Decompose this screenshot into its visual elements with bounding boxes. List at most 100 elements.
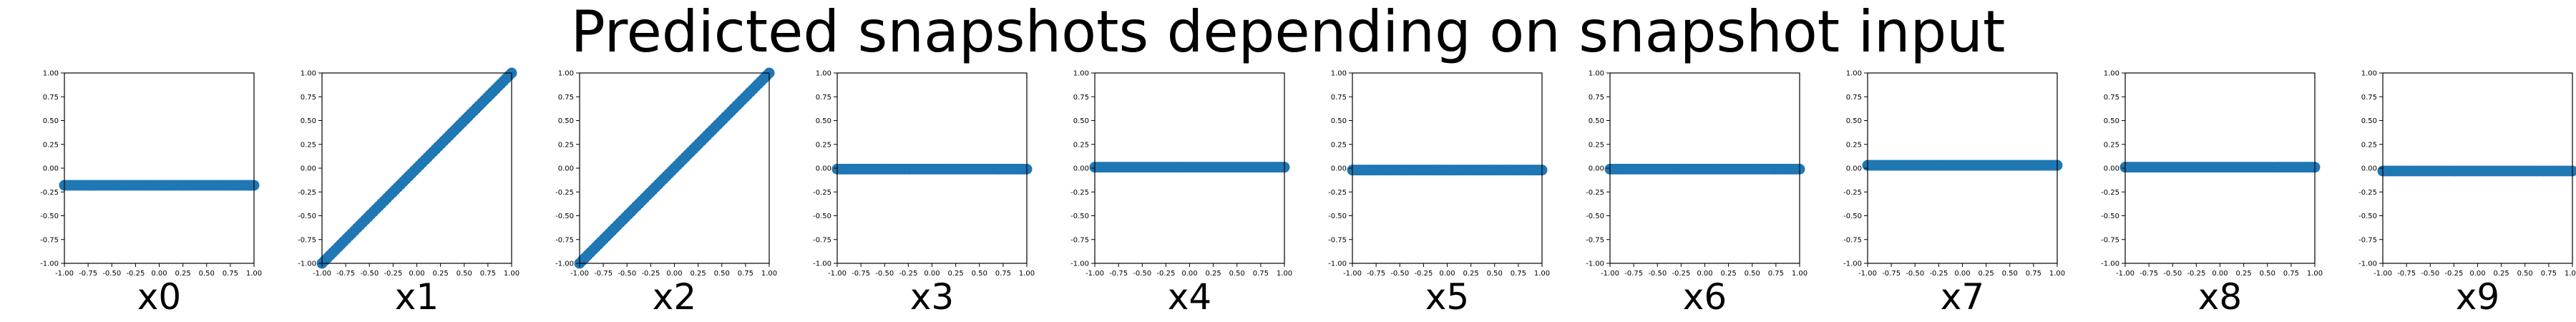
x-tick-label-5: 0.25 <box>1463 270 1478 278</box>
x-tick-label-6: 0.75 <box>1768 270 1784 278</box>
y-tick-label-4: -1.00 <box>1070 260 1089 268</box>
x-tick-label-0: -0.75 <box>79 270 97 278</box>
x-tick-label-5: -1.00 <box>1343 270 1362 278</box>
y-tick-label-8: 0.25 <box>2104 141 2119 149</box>
y-tick-label-7: -0.25 <box>1843 189 1862 197</box>
y-tick-label-1: 0.00 <box>301 165 316 173</box>
y-tick-label-1: -0.75 <box>298 236 316 244</box>
x-tick-label-7: 0.00 <box>1954 270 1970 278</box>
x-tick-label-4: 0.75 <box>1253 270 1269 278</box>
x-tick-label-2: 0.00 <box>666 270 682 278</box>
y-tick-label-2: 1.00 <box>558 70 574 78</box>
x-axis-label-3: x3 <box>910 276 954 318</box>
y-tick-label-8: 0.50 <box>2104 117 2119 125</box>
y-tick-label-3: 0.50 <box>816 117 831 125</box>
x-tick-label-3: -0.50 <box>875 270 894 278</box>
x-tick-label-8: -0.50 <box>2163 270 2182 278</box>
y-tick-label-9: -1.00 <box>2358 260 2377 268</box>
x-tick-label-3: 0.50 <box>972 270 987 278</box>
y-tick-label-4: 0.75 <box>1073 94 1089 102</box>
x-tick-label-9: 1.00 <box>2565 270 2576 278</box>
y-tick-label-7: -0.50 <box>1843 213 1862 220</box>
x-tick-label-6: -0.50 <box>1648 270 1667 278</box>
y-tick-label-6: -1.00 <box>1586 260 1604 268</box>
x-tick-label-7: -0.50 <box>1906 270 1924 278</box>
x-tick-label-9: 0.00 <box>2469 270 2485 278</box>
x-axis-label-9: x9 <box>2456 276 2499 318</box>
y-tick-label-5: -0.25 <box>1328 189 1347 197</box>
plot-area-0 <box>64 73 254 263</box>
x-tick-label-4: -0.50 <box>1133 270 1151 278</box>
x-tick-label-2: -0.50 <box>618 270 636 278</box>
x-tick-label-3: 0.00 <box>924 270 940 278</box>
y-tick-label-3: 0.00 <box>816 165 831 173</box>
x-tick-label-6: -1.00 <box>1601 270 1619 278</box>
y-tick-label-6: -0.25 <box>1586 189 1604 197</box>
y-tick-label-6: -0.50 <box>1586 213 1604 220</box>
x-tick-label-6: 1.00 <box>1792 270 1807 278</box>
x-tick-label-1: -0.25 <box>384 270 402 278</box>
x-tick-label-1: 1.00 <box>504 270 519 278</box>
x-tick-label-1: 0.75 <box>480 270 496 278</box>
y-tick-label-2: 0.75 <box>558 94 574 102</box>
y-tick-label-0: -1.00 <box>40 260 59 268</box>
x-tick-label-5: 0.00 <box>1439 270 1455 278</box>
y-tick-label-8: 0.00 <box>2104 165 2119 173</box>
y-tick-label-0: 0.50 <box>43 117 59 125</box>
x-tick-label-3: -0.25 <box>899 270 917 278</box>
y-tick-label-8: 1.00 <box>2104 70 2119 78</box>
y-tick-label-2: -0.50 <box>555 213 574 220</box>
x-tick-label-5: 1.00 <box>1534 270 1550 278</box>
x-tick-label-2: 0.75 <box>738 270 753 278</box>
y-tick-label-5: -1.00 <box>1328 260 1347 268</box>
x-axis-label-4: x4 <box>1168 276 1211 318</box>
y-tick-label-5: 0.25 <box>1331 141 1347 149</box>
y-tick-label-1: 0.50 <box>301 117 316 125</box>
x-tick-label-0: 0.50 <box>199 270 215 278</box>
y-tick-label-3: -1.00 <box>813 260 831 268</box>
x-tick-label-9: -0.50 <box>2421 270 2439 278</box>
y-tick-label-3: 0.75 <box>816 94 831 102</box>
y-tick-label-9: -0.75 <box>2358 236 2377 244</box>
x-tick-label-5: 0.75 <box>1511 270 1526 278</box>
y-tick-label-1: -0.25 <box>298 189 316 197</box>
y-tick-label-8: -0.25 <box>2101 189 2119 197</box>
x-axis-label-1: x1 <box>395 276 439 318</box>
y-tick-label-2: 0.50 <box>558 117 574 125</box>
x-tick-label-9: 0.25 <box>2493 270 2509 278</box>
y-tick-label-5: 1.00 <box>1331 70 1347 78</box>
y-tick-label-9: -0.25 <box>2358 189 2377 197</box>
x-tick-label-2: 1.00 <box>761 270 777 278</box>
y-tick-label-6: 0.50 <box>1589 117 1604 125</box>
x-tick-label-5: -0.25 <box>1414 270 1433 278</box>
x-axis-label-2: x2 <box>653 276 696 318</box>
x-tick-label-0: 0.25 <box>175 270 190 278</box>
y-tick-label-2: -1.00 <box>555 260 574 268</box>
x-tick-label-5: -0.75 <box>1367 270 1385 278</box>
y-tick-label-9: -0.50 <box>2358 213 2377 220</box>
y-tick-label-1: -0.50 <box>298 213 316 220</box>
x-tick-label-9: -0.75 <box>2397 270 2416 278</box>
y-tick-label-9: 0.25 <box>2361 141 2377 149</box>
x-tick-label-4: 0.50 <box>1229 270 1245 278</box>
x-tick-label-0: 1.00 <box>246 270 262 278</box>
y-tick-label-1: 0.25 <box>301 141 316 149</box>
x-tick-label-4: -0.25 <box>1156 270 1175 278</box>
x-tick-label-7: 0.25 <box>1978 270 1994 278</box>
y-tick-label-6: 0.75 <box>1589 94 1604 102</box>
y-tick-label-8: -0.75 <box>2101 236 2119 244</box>
y-tick-label-4: -0.75 <box>1070 236 1089 244</box>
y-tick-label-6: 0.25 <box>1589 141 1604 149</box>
x-tick-label-8: 0.25 <box>2235 270 2251 278</box>
x-tick-label-8: 0.00 <box>2212 270 2228 278</box>
y-tick-label-4: -0.25 <box>1070 189 1089 197</box>
y-tick-label-8: -0.50 <box>2101 213 2119 220</box>
y-tick-label-5: -0.75 <box>1328 236 1347 244</box>
y-tick-label-5: 0.00 <box>1331 165 1347 173</box>
y-tick-label-4: 1.00 <box>1073 70 1089 78</box>
x-tick-label-8: -0.25 <box>2187 270 2205 278</box>
data-point-9-0 <box>2567 165 2576 177</box>
y-tick-label-4: -0.50 <box>1070 213 1089 220</box>
y-tick-label-6: 0.00 <box>1589 165 1604 173</box>
x-tick-label-6: 0.25 <box>1720 270 1736 278</box>
